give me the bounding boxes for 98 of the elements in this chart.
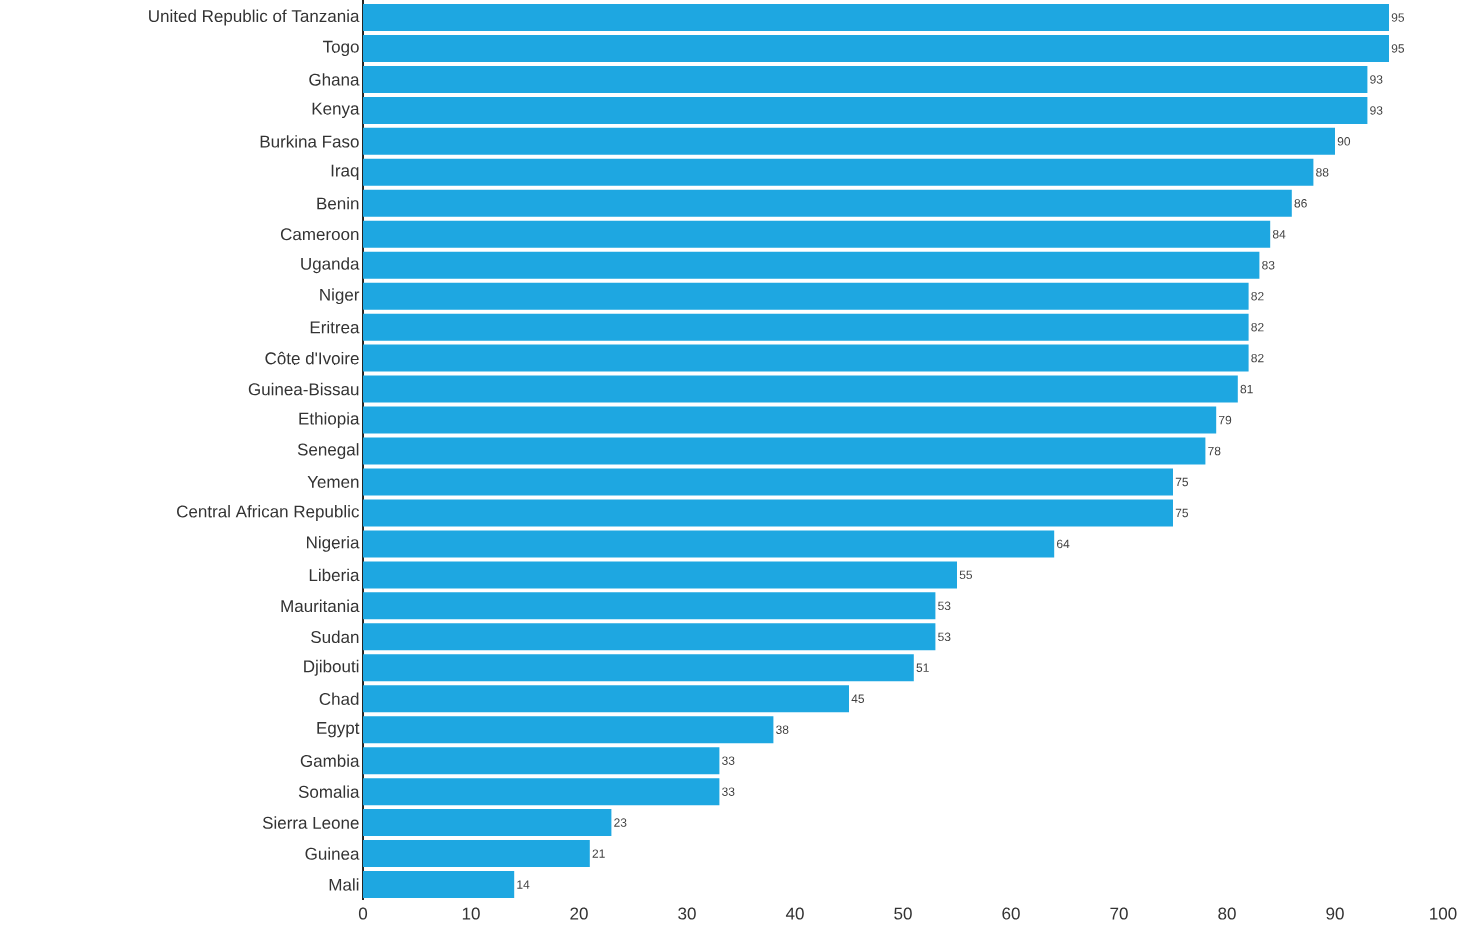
y-tick-label: Côte d'Ivoire: [265, 351, 359, 365]
data-label: 51: [916, 663, 929, 672]
y-tick-label: Ethiopia: [299, 412, 360, 428]
data-label: 82: [1251, 322, 1264, 332]
data-label: 81: [1240, 384, 1253, 394]
x-tick-label: 0: [358, 907, 368, 920]
bar: [363, 809, 612, 837]
y-tick-label: Guinea: [305, 847, 360, 860]
x-tick-label: 30: [678, 907, 696, 920]
data-label: 95: [1391, 13, 1405, 22]
y-tick-label: Nigeria: [307, 536, 360, 552]
y-tick-label: Egypt: [317, 722, 360, 738]
data-label: 33: [722, 756, 735, 765]
bar: [363, 685, 849, 713]
bar: [363, 840, 590, 868]
x-tick-label: 80: [1218, 907, 1236, 920]
bar: [363, 778, 720, 806]
bar: [363, 34, 1389, 62]
bar: [363, 716, 774, 744]
x-tick-label: 10: [462, 907, 480, 920]
bar: [363, 127, 1335, 155]
bar: [363, 499, 1173, 527]
x-tick-label: 100: [1430, 907, 1457, 920]
data-label: 90: [1337, 137, 1351, 146]
y-tick-label: United Republic of Tanzania: [149, 9, 360, 26]
y-tick-label: Sierra Leone: [262, 816, 359, 829]
data-label: 55: [959, 570, 973, 580]
bar: [363, 623, 936, 651]
y-tick-label: Sudan: [311, 630, 359, 644]
data-label: 33: [722, 787, 735, 796]
x-tick-label: 70: [1110, 907, 1128, 920]
y-tick-label: Niger: [320, 288, 360, 305]
data-label: 75: [1175, 508, 1189, 518]
x-tick-label: 40: [785, 907, 804, 920]
data-label: 83: [1262, 260, 1275, 270]
y-tick-label: Gambia: [300, 754, 360, 767]
bar: [363, 65, 1368, 93]
y-tick-label: Guinea-Bissau: [248, 382, 359, 396]
bar: [363, 654, 914, 682]
y-tick-label: Kenya: [312, 102, 360, 119]
y-tick-label: Somalia: [298, 785, 360, 798]
bar: [363, 468, 1173, 496]
y-tick-label: Mauritania: [281, 599, 360, 613]
bar: [363, 220, 1271, 248]
data-label: 21: [592, 849, 605, 858]
x-tick-label: 90: [1326, 907, 1344, 920]
bar: [363, 313, 1249, 341]
data-label: 45: [851, 694, 865, 703]
bar: [363, 747, 720, 775]
bar: [363, 871, 515, 899]
bar: [363, 406, 1217, 434]
y-tick-label: Senegal: [297, 443, 359, 459]
data-label: 78: [1208, 446, 1221, 456]
y-tick-label: Chad: [319, 692, 359, 705]
data-label: 88: [1316, 168, 1329, 177]
bar: [363, 282, 1249, 310]
bar: [363, 437, 1206, 465]
bar: [363, 530, 1055, 558]
data-label: 79: [1219, 415, 1232, 425]
bar: [363, 158, 1314, 186]
y-tick-label: Central African Republic: [177, 505, 359, 521]
data-label: 93: [1370, 75, 1383, 84]
data-label: 82: [1251, 353, 1264, 363]
y-tick-label: Cameroon: [280, 228, 359, 241]
bar: [363, 96, 1368, 124]
y-tick-label: Iraq: [331, 164, 359, 180]
x-tick-label: 60: [1002, 907, 1020, 920]
y-tick-label: Eritrea: [310, 320, 360, 334]
y-tick-label: Burkina Faso: [260, 135, 359, 148]
data-label: 53: [938, 632, 951, 642]
y-tick-label: Togo: [322, 40, 359, 57]
data-label: 14: [517, 880, 530, 889]
y-tick-label: Djibouti: [304, 659, 359, 676]
bar: [363, 375, 1238, 403]
y-tick-label: Liberia: [309, 568, 360, 582]
data-label: 86: [1294, 199, 1307, 208]
data-label: 23: [614, 818, 627, 827]
data-label: 75: [1175, 477, 1189, 487]
data-label: 53: [938, 601, 951, 611]
y-tick-label: Ghana: [309, 73, 360, 86]
x-tick-label: 50: [894, 907, 912, 920]
data-label: 38: [776, 725, 789, 734]
y-tick-label: Benin: [317, 197, 359, 210]
bar: [363, 344, 1249, 372]
data-label: 93: [1370, 106, 1383, 115]
y-tick-label: Yemen: [307, 476, 359, 488]
bar: [363, 592, 936, 620]
bar: [363, 251, 1260, 279]
y-tick-label: Mali: [329, 878, 359, 891]
data-label: 64: [1057, 539, 1070, 549]
y-tick-label: Uganda: [301, 257, 360, 274]
bar: [363, 189, 1292, 217]
bar: [363, 561, 957, 589]
data-label: 82: [1251, 291, 1264, 301]
data-label: 84: [1272, 230, 1286, 239]
data-label: 95: [1391, 44, 1405, 53]
x-tick-label: 20: [570, 907, 588, 920]
bar: [363, 4, 1389, 31]
